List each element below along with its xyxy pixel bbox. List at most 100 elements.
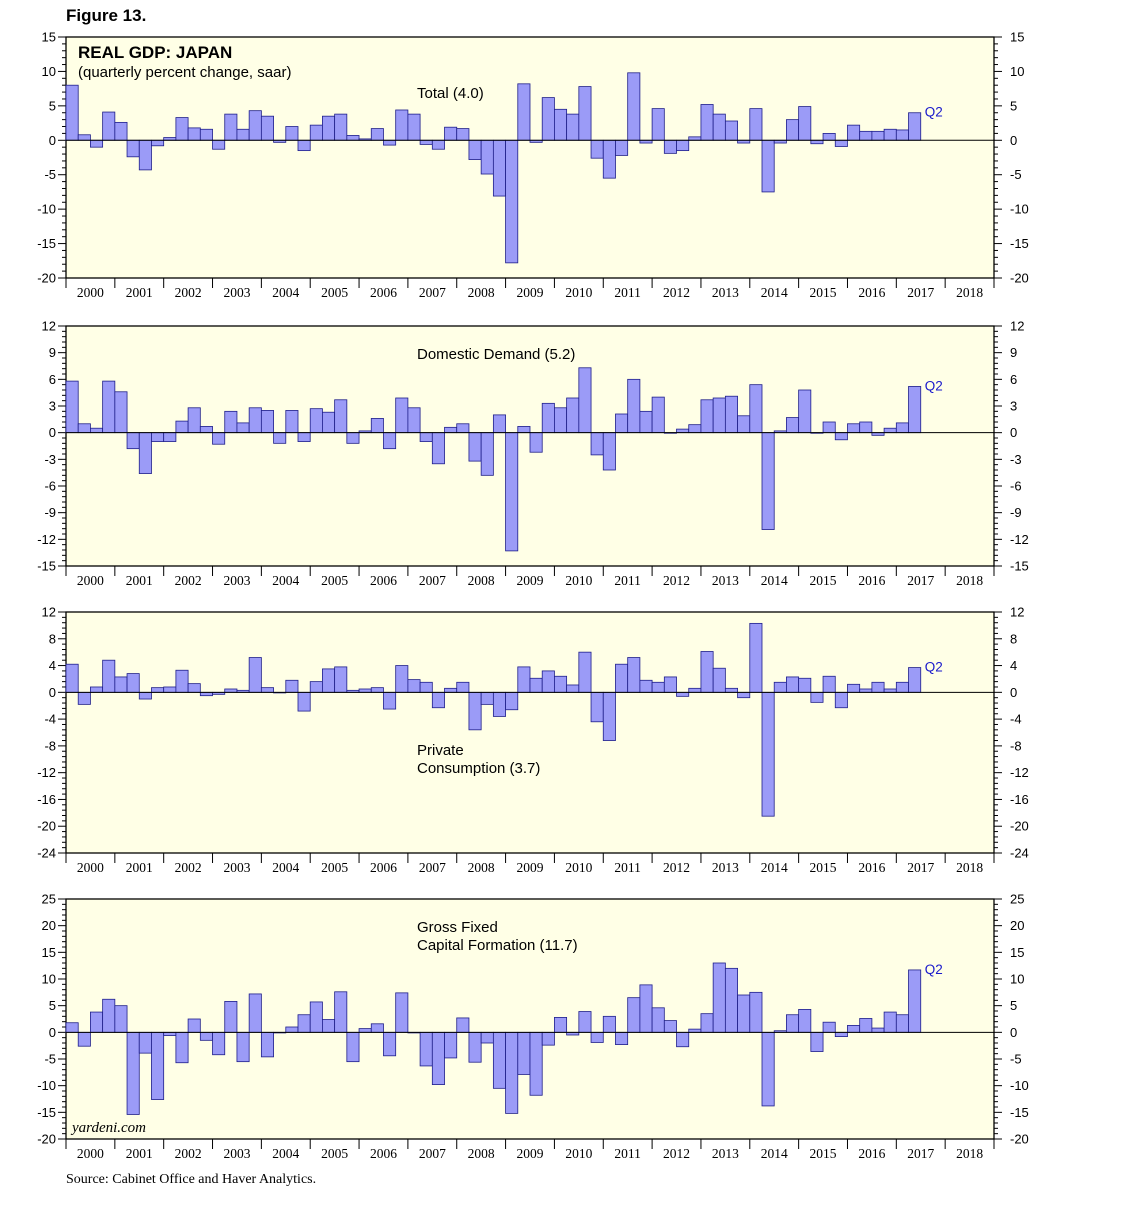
bar	[65, 1022, 79, 1033]
x-tick-label: 2014	[761, 573, 788, 588]
bar	[663, 139, 677, 154]
y-tick-label-right: 10	[1010, 972, 1024, 987]
y-tick-label-left: 6	[49, 372, 56, 387]
bar	[395, 992, 409, 1033]
bar	[407, 407, 421, 434]
bar	[639, 984, 653, 1033]
source-note: Source: Cabinet Office and Haver Analyti…	[66, 1172, 317, 1187]
bar	[651, 1007, 665, 1033]
bar	[138, 432, 152, 474]
bar	[712, 397, 726, 434]
bar	[651, 396, 665, 434]
bar	[419, 139, 433, 145]
bar	[456, 423, 470, 434]
bar	[248, 407, 262, 434]
bar	[883, 1011, 897, 1033]
bar	[590, 139, 604, 159]
x-tick-label: 2015	[810, 860, 837, 875]
bar	[602, 139, 616, 179]
bar	[529, 1031, 543, 1096]
bar	[761, 691, 775, 817]
bar	[395, 397, 409, 434]
bar	[822, 132, 836, 141]
bar	[627, 997, 641, 1033]
bar	[77, 134, 91, 141]
x-tick-label: 2007	[419, 285, 446, 300]
bar	[126, 432, 140, 450]
y-tick-label-left: 15	[42, 30, 56, 45]
x-tick-label: 2004	[272, 860, 299, 875]
bar	[395, 665, 409, 693]
bar	[285, 126, 299, 141]
y-tick-label-left: -10	[37, 202, 56, 217]
bar	[578, 1011, 592, 1033]
bar	[663, 1020, 677, 1033]
bar	[566, 684, 580, 693]
bar	[151, 687, 165, 693]
bar	[297, 691, 311, 712]
x-tick-label: 2013	[712, 573, 739, 588]
bar	[114, 391, 128, 434]
bar	[334, 666, 348, 693]
bar	[151, 432, 165, 442]
bar	[151, 1031, 165, 1100]
bar	[883, 427, 897, 434]
x-tick-label: 2012	[663, 860, 690, 875]
bar	[895, 1014, 909, 1033]
bar	[138, 139, 152, 171]
bar	[163, 432, 177, 442]
bar	[90, 1011, 104, 1033]
bar	[590, 1031, 604, 1043]
x-tick-label: 2017	[907, 285, 934, 300]
bar	[541, 1031, 555, 1046]
bar	[798, 389, 812, 434]
bar	[822, 421, 836, 434]
x-tick-label: 2000	[77, 860, 104, 875]
bar	[492, 691, 506, 717]
y-tick-label-left: -10	[37, 1078, 56, 1093]
series-label: Capital Formation (11.7)	[417, 937, 578, 954]
y-tick-label-right: -3	[1010, 452, 1022, 467]
plot-area	[65, 36, 995, 279]
bar	[322, 411, 336, 434]
bar	[480, 432, 494, 476]
y-tick-label-right: -12	[1010, 765, 1029, 780]
y-tick-label-right: -24	[1010, 846, 1029, 861]
bar	[590, 691, 604, 723]
bar	[908, 667, 922, 693]
y-tick-label-right: -8	[1010, 738, 1022, 753]
bar	[700, 1013, 714, 1033]
x-tick-label: 2016	[858, 285, 885, 300]
bar	[248, 993, 262, 1033]
bar	[847, 423, 861, 434]
bar	[444, 687, 458, 693]
bar	[786, 119, 800, 141]
bar	[297, 139, 311, 152]
bar	[248, 657, 262, 693]
x-tick-label: 2005	[321, 573, 348, 588]
y-tick-label-left: 10	[42, 64, 56, 79]
bar	[102, 659, 116, 693]
bar	[895, 422, 909, 434]
y-tick-label-right: 12	[1010, 605, 1024, 620]
bar	[187, 1018, 201, 1033]
bar	[554, 675, 568, 693]
y-tick-label-left: -3	[44, 452, 56, 467]
bar	[90, 686, 104, 693]
y-tick-label-right: -6	[1010, 479, 1022, 494]
bar	[224, 410, 238, 434]
x-tick-label: 2014	[761, 860, 788, 875]
bar	[749, 108, 763, 141]
bar	[383, 139, 397, 146]
y-tick-label-right: 0	[1010, 1025, 1017, 1040]
bar	[908, 969, 922, 1033]
y-tick-label-right: 4	[1010, 658, 1017, 673]
bar	[126, 139, 140, 158]
y-tick-label-right: -15	[1010, 236, 1029, 251]
x-tick-label: 2000	[77, 285, 104, 300]
bar	[199, 426, 213, 434]
x-tick-label: 2003	[223, 860, 250, 875]
y-tick-label-right: 0	[1010, 425, 1017, 440]
series-label: Consumption (3.7)	[417, 760, 540, 777]
bar	[700, 399, 714, 434]
